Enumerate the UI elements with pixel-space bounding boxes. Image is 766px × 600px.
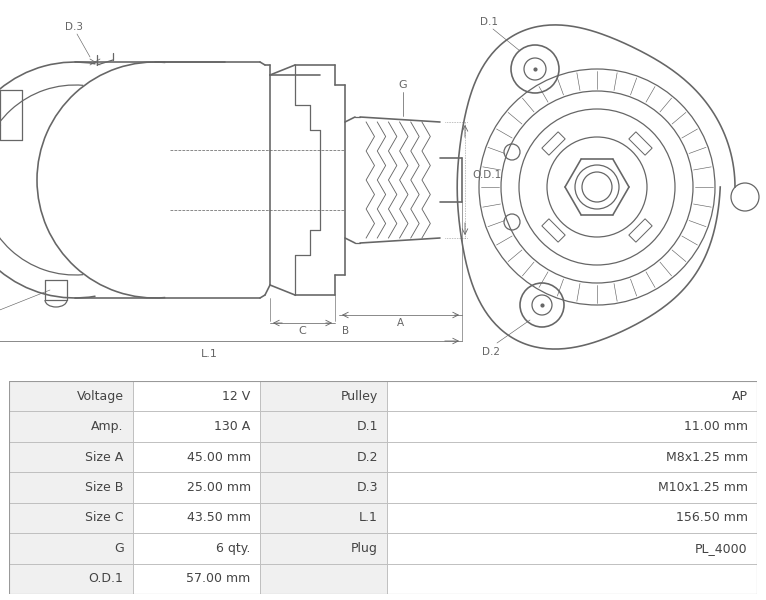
Text: Size B: Size B (85, 481, 123, 494)
Text: 12 V: 12 V (222, 390, 250, 403)
Text: G: G (398, 80, 407, 90)
Text: Amp.: Amp. (91, 420, 123, 433)
Bar (387, 563, 757, 594)
Bar (387, 533, 757, 563)
Text: Voltage: Voltage (77, 390, 123, 403)
Text: D.2: D.2 (356, 451, 378, 464)
Text: 57.00 mm: 57.00 mm (186, 572, 250, 585)
Bar (260, 381, 387, 412)
Bar (9, 503, 133, 533)
Text: 156.50 mm: 156.50 mm (676, 511, 748, 524)
Text: AP: AP (732, 390, 748, 403)
Bar (387, 442, 757, 472)
Bar (133, 381, 260, 412)
Text: 25.00 mm: 25.00 mm (187, 481, 250, 494)
Text: D.3: D.3 (65, 22, 83, 32)
Bar (9, 563, 133, 594)
Bar (387, 503, 757, 533)
Text: Size C: Size C (85, 511, 123, 524)
Text: O.D.1: O.D.1 (472, 170, 501, 180)
Text: 130 A: 130 A (214, 420, 250, 433)
Text: 6 qty.: 6 qty. (216, 542, 250, 555)
Bar (387, 472, 757, 503)
Text: D.3: D.3 (356, 481, 378, 494)
Text: D.1: D.1 (356, 420, 378, 433)
Text: M10x1.25 mm: M10x1.25 mm (658, 481, 748, 494)
Bar (260, 472, 387, 503)
Text: PL_4000: PL_4000 (696, 542, 748, 555)
Text: 43.50 mm: 43.50 mm (187, 511, 250, 524)
Bar (133, 412, 260, 442)
Bar (9, 412, 133, 442)
Bar (260, 503, 387, 533)
Bar (133, 442, 260, 472)
Text: 45.00 mm: 45.00 mm (187, 451, 250, 464)
Bar (387, 381, 757, 412)
Bar (387, 412, 757, 442)
Bar (9, 381, 133, 412)
Text: G: G (114, 542, 123, 555)
Bar (260, 563, 387, 594)
Text: 11.00 mm: 11.00 mm (684, 420, 748, 433)
Bar (133, 472, 260, 503)
Bar (9, 533, 133, 563)
Text: A: A (397, 318, 404, 328)
Bar (9, 472, 133, 503)
Bar (260, 442, 387, 472)
Bar (133, 563, 260, 594)
Bar (260, 412, 387, 442)
Text: Size A: Size A (85, 451, 123, 464)
Text: D.1: D.1 (480, 17, 498, 27)
Bar (133, 503, 260, 533)
Bar (133, 533, 260, 563)
Bar (260, 533, 387, 563)
Text: Pulley: Pulley (341, 390, 378, 403)
Text: L.1: L.1 (359, 511, 378, 524)
Text: C: C (299, 326, 306, 336)
Text: L.1: L.1 (201, 349, 218, 359)
Text: D.2: D.2 (482, 347, 500, 357)
Bar (9, 442, 133, 472)
Text: M8x1.25 mm: M8x1.25 mm (666, 451, 748, 464)
Text: B: B (342, 326, 349, 336)
Text: O.D.1: O.D.1 (89, 572, 123, 585)
Text: Plug: Plug (351, 542, 378, 555)
